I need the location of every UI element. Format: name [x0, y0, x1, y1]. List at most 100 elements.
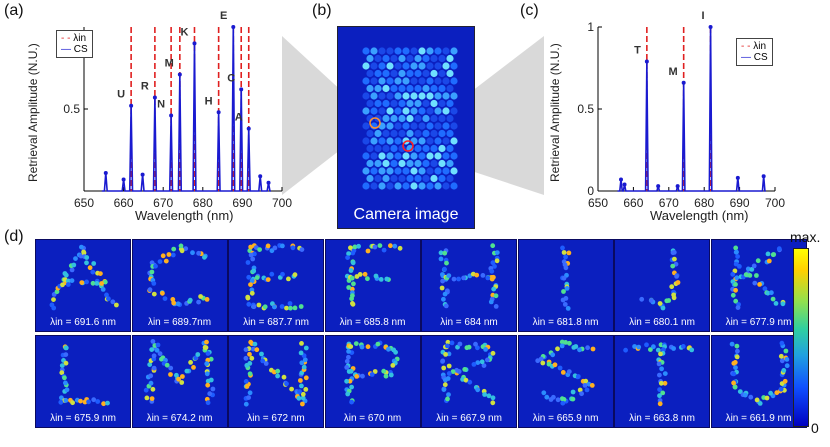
fiber-spot — [249, 290, 255, 296]
fiber-core — [394, 77, 402, 85]
fiber-spot — [444, 260, 449, 266]
fiber-spot — [657, 301, 663, 306]
fiber-spot — [475, 345, 480, 351]
fiber-spot — [441, 296, 446, 302]
fiber-spot — [479, 359, 485, 365]
fiber-spot — [566, 369, 572, 374]
fiber-spot — [178, 380, 184, 385]
fiber-spot — [197, 294, 203, 299]
fiber-core — [438, 84, 446, 93]
fiber-core — [378, 167, 386, 175]
chart-a-cs-line — [101, 26, 271, 192]
letter-tile-caption: λin = 687.7 nm — [243, 317, 309, 328]
fiber-spot — [660, 390, 666, 396]
fiber-spot — [440, 358, 446, 364]
fiber-spot — [734, 254, 740, 259]
fiber-spot — [175, 301, 181, 307]
chart-c-peak-point — [761, 174, 766, 179]
selected-fiber-red — [402, 140, 414, 152]
fiber-spot — [247, 361, 253, 366]
fiber-core — [442, 77, 450, 85]
fiber-spot — [69, 267, 75, 273]
fiber-spot — [375, 341, 380, 347]
fiber-spot — [348, 268, 353, 273]
fiber-core — [398, 54, 406, 63]
fiber-core — [422, 174, 430, 183]
fiber-spot — [348, 399, 354, 405]
chart-c-legend-lambda: λin — [753, 41, 767, 52]
fiber-spot — [298, 378, 303, 383]
fiber-spot — [254, 347, 260, 353]
fiber-spot — [288, 305, 293, 311]
fiber-spot — [202, 345, 207, 350]
chart-a-peak-label: K — [181, 26, 189, 38]
letter-tile-image — [146, 243, 209, 308]
fiber-core — [446, 69, 454, 78]
fiber-core — [398, 69, 406, 78]
fiber-spot — [175, 376, 181, 382]
fiber-core — [410, 182, 418, 190]
panel-label-d: (d) — [4, 228, 24, 245]
fiber-spot — [259, 351, 264, 357]
fiber-spot — [381, 247, 386, 253]
fiber-core — [438, 144, 446, 153]
fiber-spot — [480, 273, 486, 278]
fiber-core — [362, 167, 370, 175]
chart-a-peak-point — [266, 180, 271, 185]
fiber-spot — [292, 305, 298, 311]
fiber-spot — [210, 386, 215, 392]
fiber-spot — [779, 340, 784, 346]
fiber-spot — [248, 244, 254, 250]
fiber-spot — [345, 285, 351, 290]
fiber-spot — [443, 303, 449, 309]
fiber-spot — [778, 386, 783, 392]
fiber-spot — [303, 387, 309, 392]
fiber-core — [362, 137, 370, 145]
fiber-spot — [347, 344, 353, 349]
fiber-core — [442, 167, 450, 175]
chart-c-ytick-label: 1 — [587, 20, 594, 34]
chart-a-ytick-label: 0.5 — [63, 102, 80, 116]
fiber-spot — [250, 256, 256, 262]
fiber-core — [422, 54, 430, 63]
fiber-spot — [657, 372, 662, 378]
fiber-spot — [149, 269, 154, 275]
fiber-spot — [657, 401, 663, 407]
fiber-spot — [784, 357, 789, 362]
fiber-spot — [287, 301, 293, 306]
fiber-spot — [768, 290, 774, 296]
chart-c-ytick-label: 0.5 — [577, 102, 594, 116]
fiber-spot — [733, 275, 739, 281]
fiber-spot — [782, 378, 788, 384]
fiber-spot — [445, 339, 451, 345]
fiber-spot — [344, 358, 350, 364]
fiber-spot — [250, 346, 256, 352]
fiber-spot — [51, 297, 56, 302]
fiber-core — [446, 174, 454, 183]
fiber-core — [450, 62, 458, 70]
fiber-core — [410, 152, 418, 160]
fiber-spot — [59, 363, 65, 368]
fiber-core — [434, 122, 442, 130]
fiber-spot — [639, 296, 645, 302]
fiber-core — [410, 167, 418, 175]
fiber-spot — [187, 297, 193, 303]
fiber-spot — [559, 400, 565, 406]
fiber-spot — [152, 263, 158, 269]
camera-image: Camera image — [337, 26, 475, 229]
fiber-spot — [456, 369, 462, 374]
fiber-spot — [275, 368, 281, 374]
fiber-spot — [737, 389, 743, 394]
fiber-spot — [179, 374, 185, 379]
fiber-spot — [151, 353, 156, 359]
fiber-spot — [79, 280, 85, 285]
fiber-spot — [383, 276, 389, 282]
fiber-spot — [63, 360, 69, 366]
fiber-core — [406, 84, 414, 93]
fiber-spot — [79, 244, 84, 250]
chart-a-xtick-label: 680 — [193, 196, 213, 210]
fiber-core — [402, 152, 410, 160]
letter-tile-h: λin = 684 nm — [421, 239, 517, 332]
fiber-spot — [158, 356, 164, 362]
fiber-core — [386, 47, 394, 55]
